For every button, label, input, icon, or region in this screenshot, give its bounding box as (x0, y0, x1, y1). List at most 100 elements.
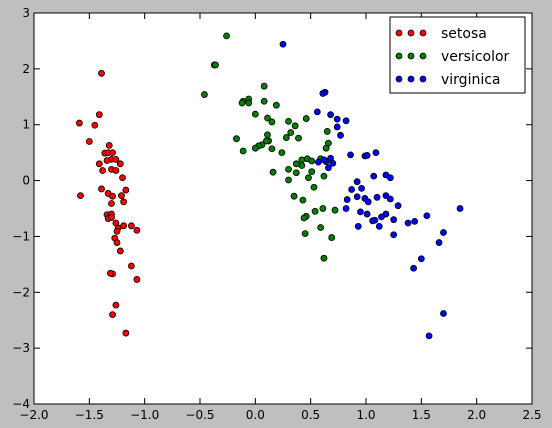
data-point-versicolor (287, 129, 295, 136)
data-point-versicolor (262, 137, 270, 145)
data-point-virginica (348, 186, 356, 193)
data-point-virginica (378, 213, 385, 221)
data-point-virginica (386, 174, 394, 182)
data-point-versicolor (245, 99, 253, 107)
data-point-setosa (113, 228, 121, 235)
data-point-virginica (313, 108, 321, 116)
data-point-setosa (133, 276, 141, 283)
data-point-virginica (394, 202, 402, 210)
data-point-virginica (404, 219, 412, 227)
data-point-setosa (119, 174, 126, 182)
legend-marker (395, 29, 403, 37)
data-point-virginica (372, 149, 380, 157)
data-point-virginica (440, 229, 447, 236)
data-point-versicolor (319, 205, 327, 212)
data-point-virginica (333, 115, 341, 123)
data-point-versicolor (310, 183, 318, 191)
data-point-versicolor (282, 134, 290, 141)
data-point-virginica (354, 222, 362, 230)
data-point-versicolor (323, 128, 331, 135)
x-tick-label: 1.5 (412, 408, 431, 422)
y-tick-label: 0 (22, 174, 30, 188)
data-point-virginica (342, 205, 350, 212)
data-point-versicolor (292, 160, 300, 168)
data-point-versicolor (320, 172, 328, 180)
data-point-virginica (382, 192, 390, 200)
data-point-virginica (425, 332, 433, 340)
data-point-versicolor (295, 134, 302, 142)
legend-label: versicolor (441, 49, 510, 65)
x-tick-label: 2.5 (522, 408, 541, 422)
data-point-virginica (373, 193, 381, 201)
data-point-versicolor (260, 97, 268, 105)
data-point-versicolor (328, 234, 336, 241)
data-point-setosa (127, 262, 135, 270)
y-tick-labels: −4 −3 −2 −1 0 1 2 3 (12, 6, 30, 411)
data-point-setosa (133, 226, 141, 234)
data-point-setosa (118, 192, 125, 200)
data-point-virginica (456, 205, 464, 212)
data-point-versicolor (269, 168, 277, 176)
series-virginica (279, 40, 464, 340)
data-point-versicolor (260, 82, 268, 90)
y-tick-label: −3 (12, 341, 30, 355)
legend-marker (395, 52, 403, 60)
data-point-virginica (386, 195, 394, 203)
data-point-setosa (75, 119, 83, 127)
data-point-virginica (320, 156, 328, 164)
data-point-virginica (369, 217, 377, 225)
data-point-setosa (77, 192, 84, 200)
legend-marker (419, 52, 427, 60)
data-point-versicolor (292, 169, 300, 177)
y-tick-label: −1 (12, 229, 30, 243)
data-point-setosa (106, 269, 114, 277)
x-tick-label: −1.0 (130, 408, 159, 422)
y-tick-label: −4 (12, 397, 30, 411)
data-point-versicolor (223, 32, 230, 40)
data-point-versicolor (317, 224, 325, 231)
data-point-versicolor (324, 139, 332, 147)
data-point-setosa (103, 157, 111, 164)
data-point-versicolor (264, 131, 271, 139)
data-point-versicolor (278, 149, 286, 157)
series-versicolor (201, 32, 339, 262)
data-point-virginica (337, 131, 344, 139)
data-point-versicolor (291, 122, 299, 130)
data-point-virginica (353, 193, 361, 201)
data-point-virginica (370, 172, 378, 180)
data-point-virginica (390, 216, 398, 224)
data-point-versicolor (251, 110, 259, 118)
y-tick-label: −2 (12, 285, 30, 299)
data-point-setosa (116, 247, 124, 255)
legend-marker (407, 75, 415, 83)
data-point-versicolor (251, 144, 259, 152)
data-point-virginica (390, 231, 398, 239)
x-tick-label: 0.5 (301, 408, 320, 422)
data-point-virginica (423, 212, 431, 220)
data-point-virginica (319, 90, 327, 97)
y-tick-label: 2 (22, 62, 30, 76)
x-tick-label: 1.0 (356, 408, 375, 422)
legend-marker (395, 75, 403, 83)
data-point-virginica (440, 310, 447, 317)
legend-items: setosa versicolor virginica (395, 26, 510, 88)
data-point-virginica (417, 255, 425, 263)
data-point-versicolor (290, 192, 298, 200)
data-point-versicolor (302, 115, 310, 122)
data-point-versicolor (285, 117, 292, 125)
data-point-setosa (109, 192, 116, 200)
data-point-versicolor (212, 61, 219, 69)
data-point-virginica (375, 222, 383, 230)
data-point-versicolor (239, 147, 247, 155)
data-point-virginica (329, 159, 337, 167)
legend-marker (407, 29, 415, 37)
data-point-virginica (411, 217, 419, 225)
data-point-virginica (324, 164, 332, 172)
data-point-setosa (120, 222, 128, 230)
legend-entry-setosa: setosa (395, 26, 487, 42)
legend-marker (407, 52, 415, 60)
data-point-setosa (112, 167, 120, 174)
legend-label: virginica (441, 72, 501, 88)
data-point-setosa (91, 121, 99, 129)
